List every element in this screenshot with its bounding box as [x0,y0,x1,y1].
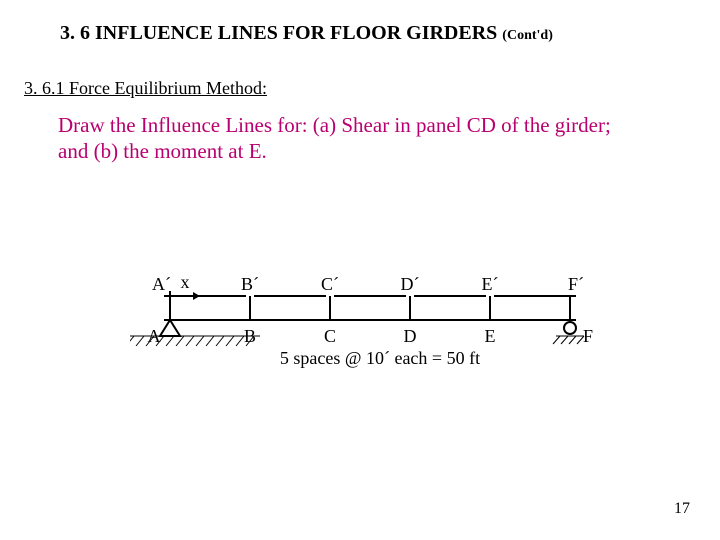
svg-text:D: D [404,326,417,346]
problem-statement: Draw the Influence Lines for: (a) Shear … [58,112,618,165]
section-subheading: 3. 6.1 Force Equilibrium Method: [24,78,267,99]
svg-text:B´: B´ [241,274,259,294]
svg-text:E´: E´ [482,274,499,294]
svg-text:A´: A´ [152,274,171,294]
title-main: 3. 6 INFLUENCE LINES FOR FLOOR GIRDERS [60,22,497,44]
svg-text:5 spaces @ 10´ each = 50 ft: 5 spaces @ 10´ each = 50 ft [280,348,480,368]
svg-text:C´: C´ [321,274,339,294]
svg-text:F´: F´ [568,274,584,294]
slide-title: 3. 6 INFLUENCE LINES FOR FLOOR GIRDERS (… [60,22,553,45]
svg-text:F: F [583,326,593,346]
svg-text:C: C [324,326,336,346]
girder-diagram: xA´B´C´D´E´F´ABCDEF5 spaces @ 10´ each =… [130,258,610,408]
svg-text:E: E [485,326,496,346]
page-number: 17 [674,500,690,518]
svg-text:D´: D´ [401,274,420,294]
title-contd: (Cont'd) [502,28,553,43]
svg-text:x: x [181,272,190,292]
